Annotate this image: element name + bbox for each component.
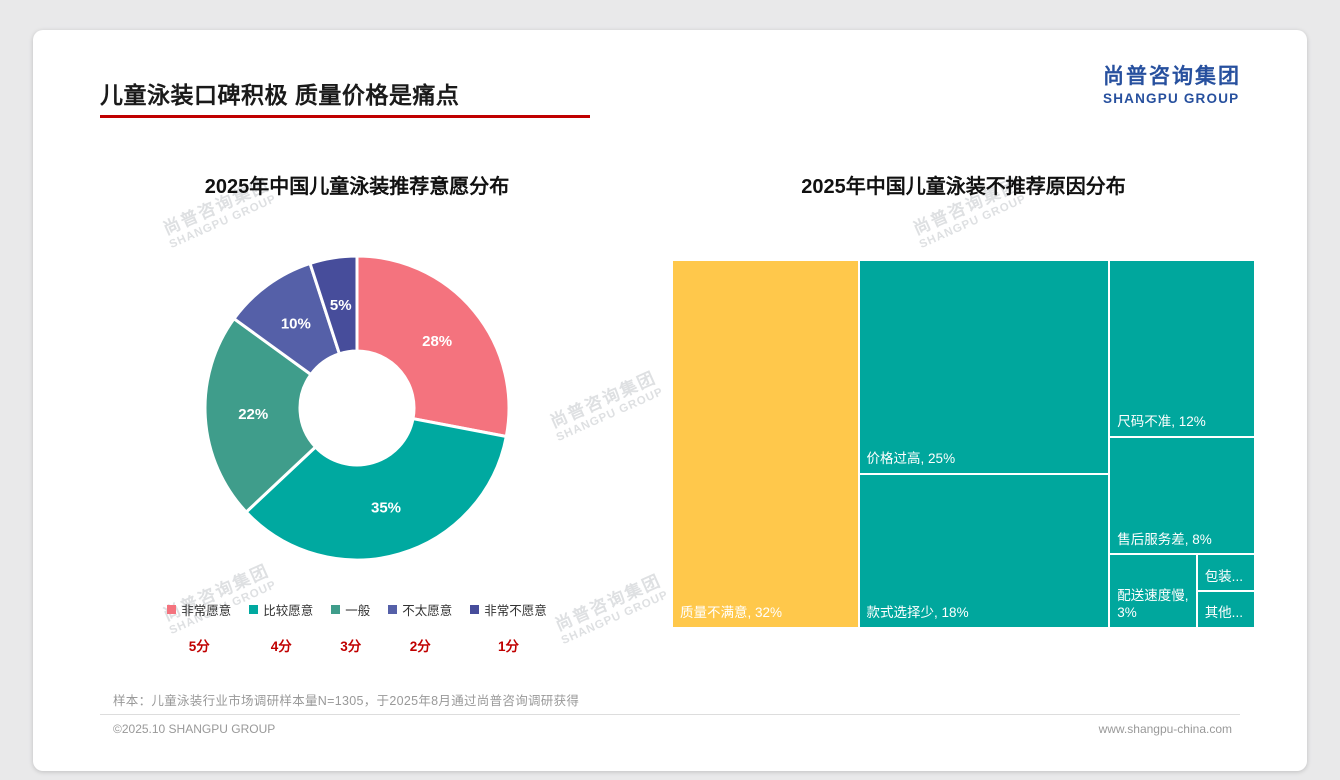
legend-score: 2分 bbox=[409, 639, 431, 654]
legend-item: 非常愿意 5分 bbox=[167, 600, 231, 655]
watermark-cn: 尚普咨询集团 bbox=[547, 367, 660, 432]
legend-swatch bbox=[470, 605, 480, 614]
donut-legend: 非常愿意 5分 比较愿意 4分 一般 3分 不太愿意 2分 非常不愿意 1分 bbox=[95, 600, 619, 655]
treemap-cell-label: 配送速度慢, 3% bbox=[1117, 587, 1189, 621]
legend-score: 4分 bbox=[270, 639, 292, 654]
treemap-chart-title: 2025年中国儿童泳装不推荐原因分布 bbox=[801, 176, 1126, 198]
donut-chart-title: 2025年中国儿童泳装推荐意愿分布 bbox=[204, 176, 510, 198]
legend-label: 一般 bbox=[345, 604, 371, 618]
treemap-chart: 质量不满意, 32% 价格过高, 25% 款式选择少, 18% 尺码不准, 12% 售后… bbox=[672, 260, 1255, 628]
treemap-cell-label: 尺码不准, 12% bbox=[1117, 414, 1206, 430]
sample-note: 样本：儿童泳装行业市场调研样本量N=1305，于2025年8月通过尚普咨询调研获… bbox=[113, 694, 580, 708]
donut-segment-label: 35% bbox=[371, 499, 401, 516]
legend-item: 一般 3分 bbox=[331, 600, 370, 655]
legend-item: 比较愿意 4分 bbox=[249, 600, 313, 655]
treemap-cell: 包装... bbox=[1196, 554, 1255, 592]
treemap-cell: 配送速度慢, 3% bbox=[1109, 554, 1197, 628]
legend-score: 1分 bbox=[498, 639, 520, 654]
legend-swatch bbox=[249, 605, 259, 614]
treemap-cell-label: 包装... bbox=[1204, 568, 1243, 584]
legend-swatch bbox=[331, 605, 341, 614]
legend-label: 不太愿意 bbox=[402, 604, 453, 618]
donut-segment bbox=[355, 254, 511, 439]
donut-segment bbox=[244, 416, 509, 562]
donut-segment-label: 10% bbox=[281, 315, 311, 332]
watermark-en: SHANGPU GROUP bbox=[554, 385, 666, 444]
legend-item: 不太愿意 2分 bbox=[388, 600, 452, 655]
donut-segment-label: 5% bbox=[330, 297, 352, 314]
donut-segment bbox=[308, 254, 359, 356]
legend-label: 比较愿意 bbox=[263, 604, 314, 618]
company-logo: 尚普咨询集团 SHANGPU GROUP bbox=[1103, 60, 1241, 106]
footer-copyright: ©2025.10 SHANGPU GROUP bbox=[113, 722, 276, 736]
logo-cn-text: 尚普咨询集团 bbox=[1103, 65, 1241, 88]
footer-website: www.shangpu-china.com bbox=[1098, 722, 1232, 736]
treemap-cell-label: 售后服务差, 8% bbox=[1117, 531, 1212, 547]
legend-swatch bbox=[388, 605, 398, 614]
treemap-cell-label: 质量不满意, 32% bbox=[680, 605, 783, 621]
watermark: 尚普咨询集团 SHANGPU GROUP bbox=[515, 350, 694, 457]
treemap-cell-label: 款式选择少, 18% bbox=[866, 605, 969, 621]
treemap-cell: 质量不满意, 32% bbox=[672, 260, 859, 628]
donut-segment-label: 28% bbox=[422, 333, 452, 350]
donut-segment-label: 22% bbox=[238, 406, 268, 423]
legend-score: 3分 bbox=[340, 639, 362, 654]
treemap-cell: 尺码不准, 12% bbox=[1109, 260, 1255, 437]
legend-label: 非常愿意 bbox=[181, 604, 232, 618]
treemap-cell-label: 其他... bbox=[1204, 605, 1243, 621]
treemap-cell: 售后服务差, 8% bbox=[1109, 436, 1255, 555]
legend-label: 非常不愿意 bbox=[484, 604, 547, 618]
legend-score: 5分 bbox=[188, 639, 210, 654]
donut-chart: 28% 35% 22% 10% 5% bbox=[203, 254, 511, 562]
donut-segment bbox=[203, 316, 318, 515]
legend-swatch bbox=[167, 605, 177, 614]
treemap-cell-label: 价格过高, 25% bbox=[866, 451, 956, 467]
logo-en-text: SHANGPU GROUP bbox=[1103, 91, 1240, 106]
legend-item: 非常不愿意 1分 bbox=[470, 600, 547, 655]
treemap-cell: 款式选择少, 18% bbox=[858, 473, 1110, 628]
treemap-cell: 价格过高, 25% bbox=[858, 260, 1110, 474]
title-underline bbox=[100, 115, 590, 118]
slide: 尚普咨询集团 SHANGPU GROUP 尚普咨询集团 SHANGPU GROU… bbox=[33, 30, 1307, 771]
page-title: 儿童泳装口碑积极 质量价格是痛点 bbox=[100, 82, 460, 108]
footer: ©2025.10 SHANGPU GROUP www.shangpu-china… bbox=[113, 722, 1232, 736]
treemap-cell: 其他... bbox=[1196, 591, 1255, 628]
footer-divider bbox=[100, 714, 1240, 715]
